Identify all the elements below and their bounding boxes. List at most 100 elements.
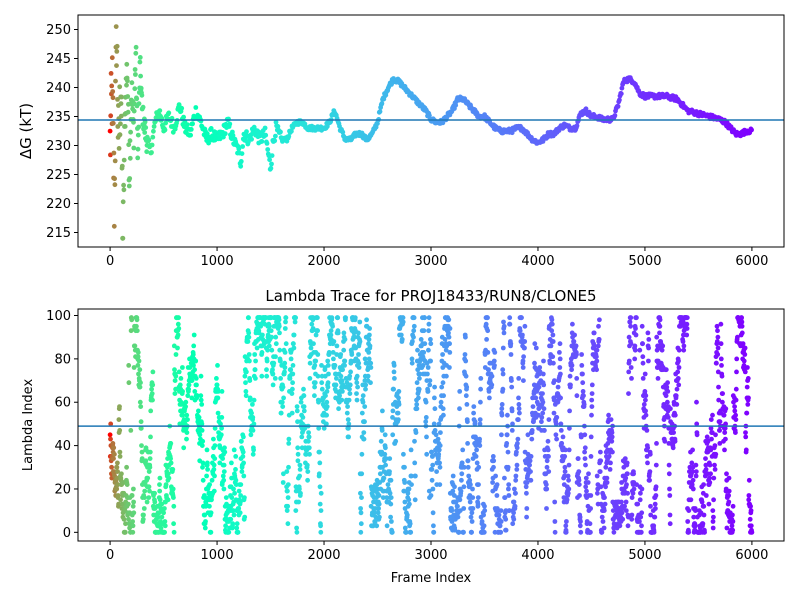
lambda-point <box>639 523 644 529</box>
lambda-point <box>620 516 626 522</box>
lambda-point <box>542 428 547 433</box>
lambda-point <box>584 488 589 494</box>
lambda-point <box>221 486 227 492</box>
lambda-point <box>602 501 608 507</box>
lambda-point <box>513 490 518 496</box>
lambda-point <box>562 454 568 459</box>
lambda-point <box>583 475 589 481</box>
lambda-point <box>315 373 321 379</box>
lambda-point <box>301 408 307 414</box>
delta-g-point <box>157 108 163 113</box>
lambda-point <box>690 486 696 492</box>
lambda-point <box>552 519 558 524</box>
lambda-point <box>372 510 377 516</box>
lambda-point <box>197 432 203 438</box>
delta-g-point <box>137 55 143 60</box>
lambda-point <box>742 369 748 375</box>
lambda-point <box>315 328 320 334</box>
lambda-point <box>686 508 692 513</box>
lambda-point <box>377 514 382 520</box>
lambda-point <box>438 399 444 405</box>
lambda-point <box>218 421 223 427</box>
lambda-point <box>508 352 514 357</box>
lambda-point <box>361 436 367 442</box>
lambda-point <box>686 529 691 535</box>
delta-g-point <box>379 101 385 106</box>
lambda-point <box>457 406 462 412</box>
lambda-point <box>693 523 698 529</box>
lambda-point <box>137 399 143 405</box>
lambda-point <box>335 315 341 321</box>
lambda-point <box>131 365 137 370</box>
lambda-point <box>675 376 681 381</box>
lambda-point <box>630 490 636 496</box>
lambda-point <box>567 425 572 431</box>
lambda-point <box>264 367 269 373</box>
lambda-point <box>552 378 557 383</box>
lambda-point <box>155 514 161 520</box>
lambda-point <box>383 462 388 468</box>
lambda-point <box>684 332 690 338</box>
lambda-point <box>566 486 572 492</box>
lambda-point <box>202 495 208 500</box>
lambda-point <box>358 510 364 516</box>
lambda-point <box>200 464 205 470</box>
lambda-point <box>307 360 313 366</box>
lambda-point <box>684 321 690 327</box>
lambda-point <box>632 356 638 362</box>
lambda-point <box>181 445 187 451</box>
lambda-point <box>712 443 718 448</box>
delta-g-point <box>289 128 294 134</box>
lambda-point <box>459 460 465 466</box>
lambda-point <box>588 529 593 535</box>
lambda-point <box>601 525 607 531</box>
lambda-point <box>516 376 522 381</box>
lambda-point <box>390 432 396 438</box>
lambda-point <box>601 508 607 513</box>
lambda-point <box>149 386 155 392</box>
lambda-point <box>264 373 270 379</box>
lambda-point <box>412 460 418 466</box>
lambda-point <box>285 495 291 500</box>
lambda-point <box>675 369 681 375</box>
lambda-point <box>557 341 563 347</box>
lambda-point <box>298 399 304 405</box>
lambda-point <box>238 493 244 498</box>
lambda-point <box>342 363 347 368</box>
lambda-point <box>671 430 676 435</box>
delta-g-point <box>273 119 279 125</box>
lambda-point <box>742 352 748 357</box>
lambda-point <box>739 330 745 336</box>
lambda-point <box>673 393 679 399</box>
lambda-point <box>384 495 390 500</box>
delta-g-point <box>113 78 118 84</box>
lambda-point <box>390 415 395 420</box>
lambda-point <box>455 503 460 509</box>
lambda-point <box>485 350 491 355</box>
lambda-point <box>485 315 490 321</box>
delta-g-point <box>118 101 124 106</box>
lambda-point <box>235 529 241 535</box>
lambda-point <box>437 443 443 448</box>
lambda-point <box>192 367 198 373</box>
lambda-point <box>287 376 293 381</box>
lambda-point <box>250 415 256 420</box>
lambda-point <box>408 473 414 479</box>
lambda-point <box>233 477 239 483</box>
lambda-point <box>382 451 388 457</box>
lambda-point <box>240 454 246 459</box>
lambda-point <box>340 389 345 394</box>
lambda-point <box>406 486 412 492</box>
lambda-point <box>532 341 538 347</box>
lambda-point <box>440 406 446 412</box>
lambda-point <box>335 330 341 336</box>
lambda-point <box>212 456 218 461</box>
lambda-point <box>172 378 178 383</box>
lambda-point <box>191 343 197 349</box>
lambda-point <box>701 482 706 487</box>
lambda-y-ticks: 0 20 40 60 80 100 <box>46 309 78 541</box>
lambda-point <box>162 506 167 511</box>
lambda-point <box>191 363 196 368</box>
lambda-point <box>178 376 184 381</box>
lambda-point <box>588 434 594 440</box>
